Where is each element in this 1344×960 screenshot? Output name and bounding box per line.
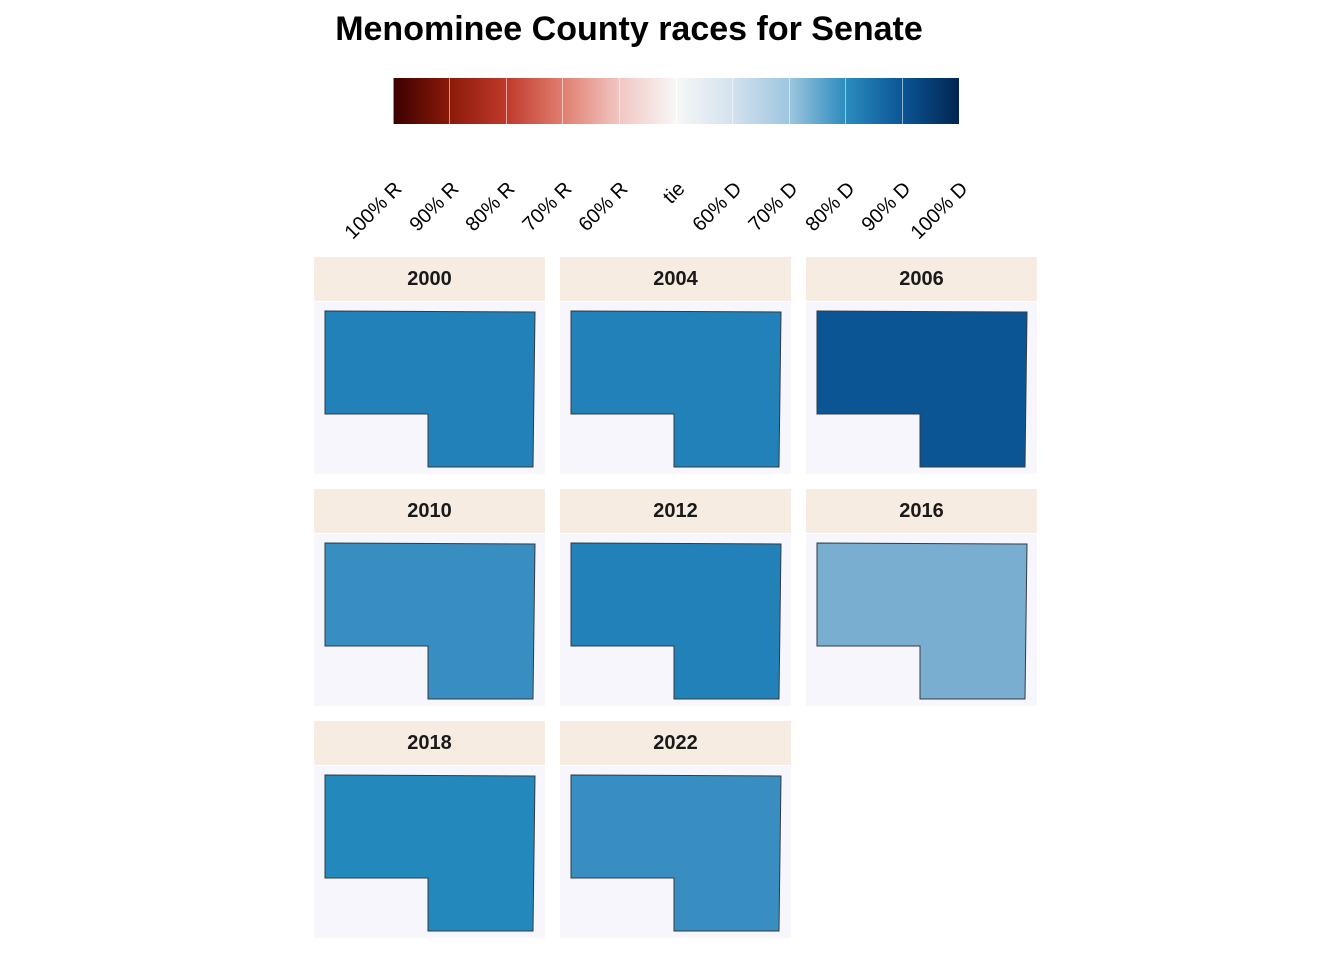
facet-year-label: 2012	[560, 489, 791, 533]
facet-panel-2012: 2012	[560, 489, 791, 706]
legend-tick-label: 90% R	[405, 177, 464, 236]
map-area	[806, 534, 1037, 706]
legend-tick	[392, 78, 394, 124]
legend-tick	[618, 78, 620, 124]
legend-tick	[958, 78, 960, 124]
facet-panel-2016: 2016	[806, 489, 1037, 706]
legend-tick	[675, 78, 677, 124]
legend-tick	[788, 78, 790, 124]
legend-tick-label: 100% R	[340, 177, 407, 244]
facet-year-label: 2010	[314, 489, 545, 533]
facet-panel-2010: 2010	[314, 489, 545, 706]
map-area	[806, 302, 1037, 474]
legend-tick	[505, 78, 507, 124]
map-area	[560, 766, 791, 938]
legend-tick-label: 80% D	[801, 177, 860, 236]
map-area	[314, 302, 545, 474]
legend-tick	[901, 78, 903, 124]
chart-title: Menominee County races for Senate	[335, 10, 923, 48]
facet-year-label: 2004	[560, 257, 791, 301]
county-shape	[570, 774, 782, 932]
facet-panel-2022: 2022	[560, 721, 791, 938]
legend-tick-label: tie	[658, 177, 690, 209]
legend-tick	[449, 78, 451, 124]
county-shape	[324, 310, 536, 468]
county-shape	[570, 542, 782, 700]
facet-panel-2000: 2000	[314, 257, 545, 474]
county-shape	[816, 542, 1028, 700]
legend-tick-label: 70% R	[518, 177, 577, 236]
map-area	[560, 534, 791, 706]
county-shape	[324, 774, 536, 932]
map-area	[314, 766, 545, 938]
facet-year-label: 2016	[806, 489, 1037, 533]
facet-year-label: 2000	[314, 257, 545, 301]
facet-year-label: 2022	[560, 721, 791, 765]
county-shape	[816, 310, 1028, 468]
map-area	[314, 534, 545, 706]
legend-tick-label: 100% D	[906, 177, 973, 244]
facet-panel-2006: 2006	[806, 257, 1037, 474]
county-shape	[324, 542, 536, 700]
legend-ticks	[392, 78, 960, 124]
facet-panel-2018: 2018	[314, 721, 545, 938]
map-area	[560, 302, 791, 474]
legend-tick-label: 70% D	[744, 177, 803, 236]
facet-panel-2004: 2004	[560, 257, 791, 474]
facet-year-label: 2006	[806, 257, 1037, 301]
legend-tick-label: 80% R	[461, 177, 520, 236]
legend-tick	[562, 78, 564, 124]
legend-tick	[845, 78, 847, 124]
county-shape	[570, 310, 782, 468]
legend-tick-label: 60% D	[688, 177, 747, 236]
legend-tick-label: 60% R	[574, 177, 633, 236]
facet-year-label: 2018	[314, 721, 545, 765]
legend-tick	[732, 78, 734, 124]
